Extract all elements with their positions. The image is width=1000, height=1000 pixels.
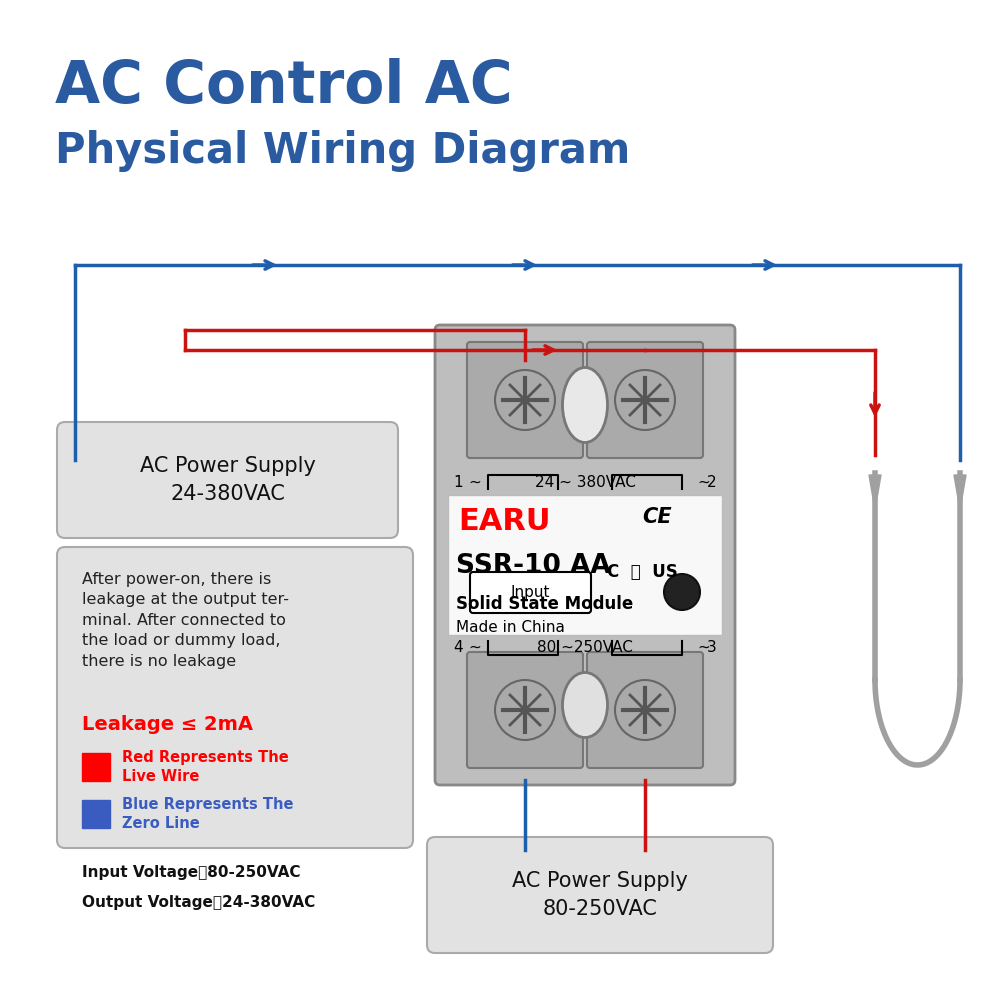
Text: Solid State Module: Solid State Module	[456, 595, 633, 613]
Text: CE: CE	[642, 507, 672, 527]
Text: 80 ~250VAC: 80 ~250VAC	[537, 640, 633, 655]
Text: 2: 2	[707, 475, 717, 490]
Ellipse shape	[562, 367, 608, 442]
Text: AC Control AC: AC Control AC	[55, 58, 513, 115]
Circle shape	[664, 574, 700, 610]
Text: 3: 3	[707, 640, 717, 655]
Text: 1: 1	[453, 475, 463, 490]
Text: SSR-10 AA: SSR-10 AA	[456, 553, 611, 579]
Text: Output Voltage：24-380VAC: Output Voltage：24-380VAC	[82, 895, 315, 910]
Text: EARU: EARU	[458, 507, 550, 536]
FancyBboxPatch shape	[587, 652, 703, 768]
Text: Leakage ≤ 2mA: Leakage ≤ 2mA	[82, 715, 253, 734]
FancyBboxPatch shape	[467, 652, 583, 768]
Text: Physical Wiring Diagram: Physical Wiring Diagram	[55, 130, 630, 172]
Text: Input Voltage：80-250VAC: Input Voltage：80-250VAC	[82, 865, 300, 880]
FancyBboxPatch shape	[467, 342, 583, 458]
Text: AC Power Supply
24-380VAC: AC Power Supply 24-380VAC	[140, 456, 316, 504]
Text: 24 ~ 380VAC: 24 ~ 380VAC	[535, 475, 635, 490]
Polygon shape	[954, 475, 966, 510]
FancyBboxPatch shape	[82, 753, 110, 781]
Text: 4: 4	[453, 640, 463, 655]
FancyBboxPatch shape	[427, 837, 773, 953]
Text: ~: ~	[697, 475, 710, 490]
Text: Red Represents The
Live Wire: Red Represents The Live Wire	[122, 750, 289, 784]
FancyBboxPatch shape	[587, 342, 703, 458]
Text: Made in China: Made in China	[456, 620, 565, 635]
Text: ~: ~	[697, 640, 710, 655]
Ellipse shape	[562, 672, 608, 738]
Text: ~: ~	[468, 475, 481, 490]
Text: AC Power Supply
80-250VAC: AC Power Supply 80-250VAC	[512, 871, 688, 919]
Polygon shape	[869, 475, 881, 510]
Text: Input: Input	[510, 584, 550, 599]
Text: Blue Represents The
Zero Line: Blue Represents The Zero Line	[122, 797, 294, 831]
FancyBboxPatch shape	[448, 495, 722, 635]
FancyBboxPatch shape	[57, 422, 398, 538]
FancyBboxPatch shape	[82, 800, 110, 828]
FancyBboxPatch shape	[470, 572, 591, 613]
Text: After power-on, there is
leakage at the output ter-
minal. After connected to
th: After power-on, there is leakage at the …	[82, 572, 289, 669]
Text: ~: ~	[468, 640, 481, 655]
Text: C  Ⓤ  US: C Ⓤ US	[607, 563, 678, 581]
FancyBboxPatch shape	[57, 547, 413, 848]
FancyBboxPatch shape	[435, 325, 735, 785]
